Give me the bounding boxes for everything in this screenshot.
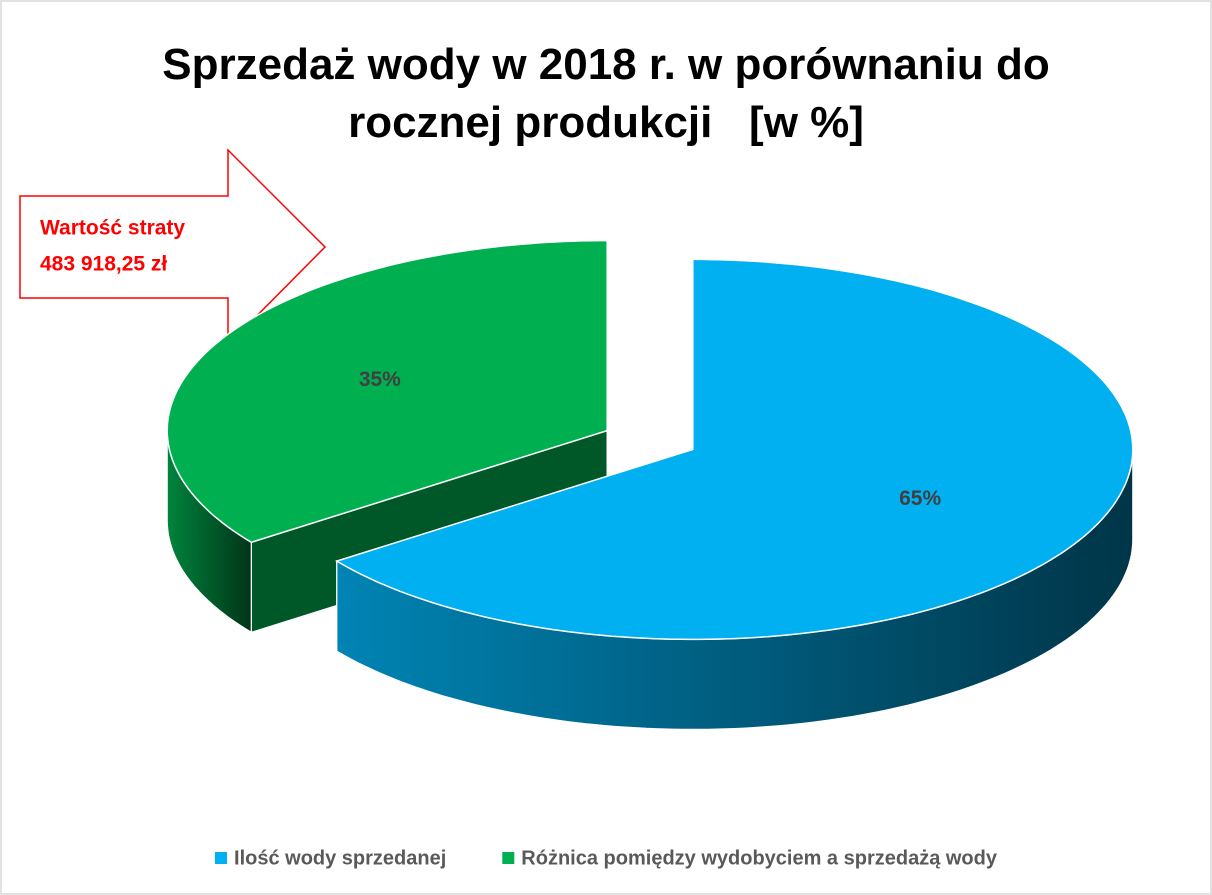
annotation-text: 483 918,25 zł [40, 253, 167, 276]
annotation-arrow [19, 148, 327, 347]
data-label: 65% [899, 487, 941, 510]
legend-label: Różnica pomiędzy wydobyciem a sprzedażą … [521, 847, 998, 869]
annotation-text: Wartość straty [40, 217, 185, 240]
legend: Ilość wody sprzedanej Różnica pomiędzy wy… [215, 847, 998, 869]
chart-title: Sprzedaż wody w 2018 r. w porównaniu do … [162, 40, 1062, 147]
legend-swatch [502, 852, 515, 864]
legend-label: Ilość wody sprzedanej [234, 847, 446, 869]
data-label: 35% [359, 368, 401, 391]
legend-swatch [215, 852, 228, 864]
slice [166, 239, 608, 544]
slice [334, 258, 1134, 641]
